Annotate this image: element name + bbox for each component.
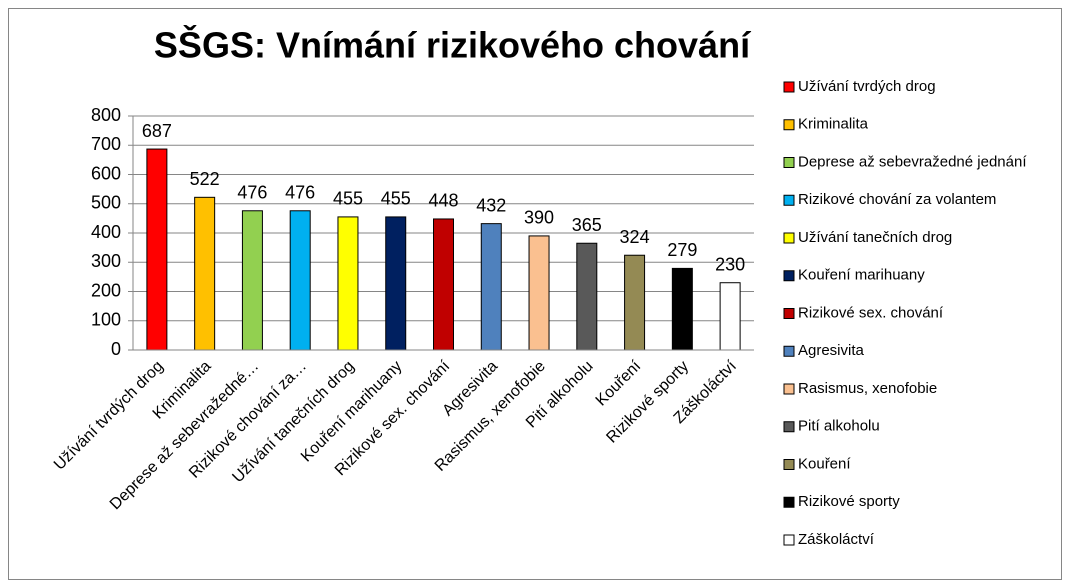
legend-label: Kriminalita bbox=[798, 116, 869, 133]
legend-label: Záškoláctví bbox=[798, 531, 875, 548]
bar bbox=[337, 216, 359, 351]
data-label: 390 bbox=[524, 208, 554, 228]
data-label: 476 bbox=[237, 183, 267, 203]
legend-swatch bbox=[783, 270, 795, 282]
data-label: 230 bbox=[715, 254, 745, 274]
legend-swatch bbox=[783, 534, 795, 546]
legend-swatch bbox=[783, 421, 795, 433]
legend-swatch bbox=[783, 232, 795, 244]
bar bbox=[433, 218, 454, 351]
bar bbox=[385, 216, 407, 351]
y-tick-label: 600 bbox=[91, 163, 121, 183]
legend-label: Užívání tvrdých drog bbox=[798, 78, 936, 95]
legend-label: Rizikové sporty bbox=[798, 493, 900, 510]
legend-label: Deprese až sebevražedné jednání bbox=[798, 153, 1027, 170]
legend-swatch bbox=[783, 496, 795, 508]
bar bbox=[719, 282, 741, 351]
legend-label: Kouření bbox=[798, 455, 851, 472]
data-label: 687 bbox=[142, 121, 172, 141]
chart-title: SŠGS: Vnímání rizikového chování bbox=[154, 24, 751, 66]
data-label: 448 bbox=[428, 191, 458, 211]
y-tick-label: 400 bbox=[91, 222, 121, 242]
data-label: 455 bbox=[333, 189, 363, 209]
bar bbox=[671, 267, 693, 351]
legend-swatch bbox=[783, 157, 795, 168]
legend-label: Rizikové sex. chování bbox=[798, 304, 944, 321]
data-label: 279 bbox=[667, 240, 697, 260]
legend-swatch bbox=[783, 308, 795, 319]
y-tick-label: 0 bbox=[111, 339, 121, 359]
legend-label: Kouření marihuany bbox=[798, 267, 925, 284]
legend-swatch bbox=[783, 194, 795, 206]
y-tick-label: 500 bbox=[91, 193, 121, 213]
legend-swatch bbox=[783, 383, 795, 395]
bar bbox=[146, 148, 168, 351]
bar bbox=[289, 210, 311, 351]
bar bbox=[528, 235, 550, 351]
legend-swatch bbox=[783, 119, 795, 131]
bar bbox=[624, 254, 646, 351]
bar bbox=[576, 242, 598, 351]
data-label: 476 bbox=[285, 183, 315, 203]
bar bbox=[241, 210, 263, 351]
data-label: 365 bbox=[572, 215, 602, 235]
legend-label: Užívání tanečních drog bbox=[798, 229, 952, 246]
legend-label: Rizikové chování za volantem bbox=[798, 191, 996, 208]
legend-label: Rasismus, xenofobie bbox=[798, 380, 937, 397]
legend-swatch bbox=[783, 81, 795, 93]
data-label: 455 bbox=[381, 189, 411, 209]
legend-label: Agresivita bbox=[798, 342, 865, 359]
bar bbox=[194, 196, 216, 351]
bar bbox=[480, 223, 502, 351]
legend-swatch bbox=[783, 459, 795, 470]
y-tick-label: 800 bbox=[91, 105, 121, 125]
y-tick-label: 700 bbox=[91, 134, 121, 154]
y-tick-label: 100 bbox=[91, 310, 121, 330]
y-tick-label: 300 bbox=[91, 251, 121, 271]
y-tick-label: 200 bbox=[91, 280, 121, 300]
legend-swatch bbox=[783, 345, 795, 357]
data-label: 432 bbox=[476, 195, 506, 215]
data-label: 522 bbox=[190, 169, 220, 189]
data-label: 324 bbox=[620, 227, 650, 247]
legend-label: Pití alkoholu bbox=[798, 418, 880, 435]
